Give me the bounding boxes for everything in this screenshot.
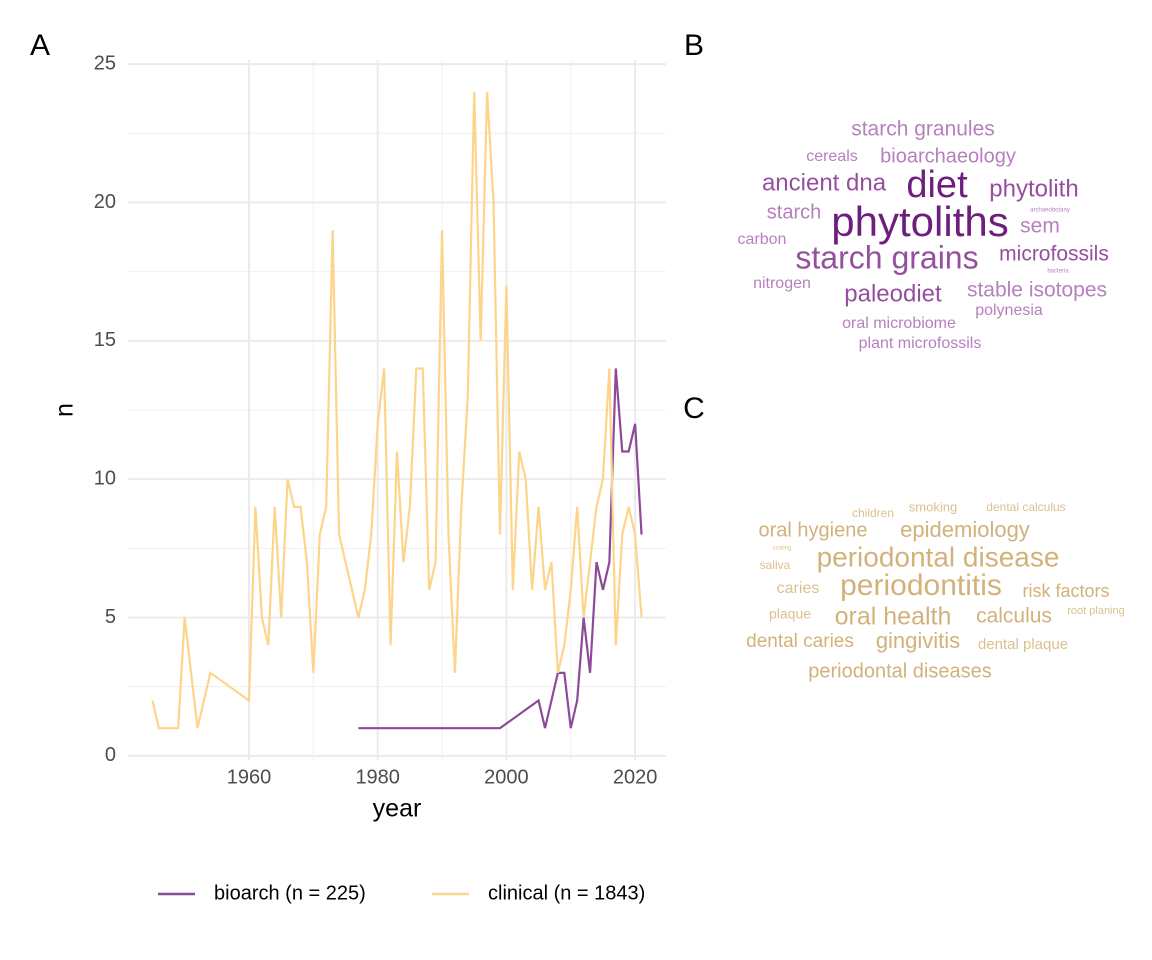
- word: paleodiet: [844, 280, 942, 307]
- word: periodontal diseases: [808, 660, 991, 682]
- word: scaling: [773, 546, 792, 552]
- word: children: [852, 506, 894, 520]
- panel-label: C: [683, 392, 705, 425]
- panel-label: A: [30, 29, 50, 62]
- x-tick-label: 2020: [613, 766, 658, 788]
- x-tick-label: 2000: [484, 766, 529, 788]
- word: saliva: [760, 558, 791, 572]
- word: gingivitis: [876, 628, 960, 653]
- y-axis-label: n: [51, 403, 79, 417]
- word: microfossils: [999, 243, 1109, 266]
- word: sem: [1020, 215, 1060, 238]
- legend-label: clinical (n = 1843): [488, 882, 645, 904]
- word: calculus: [976, 605, 1052, 628]
- y-tick-label: 20: [94, 191, 116, 213]
- word: diet: [906, 164, 968, 206]
- word: plant microfossils: [859, 335, 982, 352]
- word: bioarchaeology: [880, 145, 1016, 167]
- word: bacteria: [1047, 269, 1069, 275]
- word: dental calculus: [986, 500, 1065, 514]
- legend-label: bioarch (n = 225): [214, 882, 366, 904]
- series-line: [151, 91, 643, 730]
- word: risk factors: [1022, 581, 1109, 601]
- y-tick-label: 5: [105, 606, 116, 628]
- x-axis-label: year: [373, 795, 422, 823]
- word: phytolith: [989, 175, 1078, 202]
- word: phytoliths: [831, 198, 1008, 245]
- word: smoking: [909, 499, 957, 514]
- y-tick-label: 15: [94, 329, 116, 351]
- word: epidemiology: [900, 517, 1030, 542]
- word: periodontitis: [840, 569, 1002, 602]
- word: dental plaque: [978, 636, 1068, 653]
- word: oral hygiene: [759, 519, 868, 541]
- word: dental caries: [746, 631, 854, 652]
- word: stable isotopes: [967, 279, 1107, 302]
- word: carbon: [738, 231, 787, 248]
- word: polynesia: [975, 302, 1043, 319]
- word: starch: [767, 201, 821, 223]
- word: root planing: [1067, 605, 1125, 617]
- word: plaque: [769, 606, 811, 622]
- y-tick-label: 0: [105, 744, 116, 766]
- y-tick-label: 10: [94, 467, 116, 489]
- word: nitrogen: [753, 275, 811, 292]
- word: starch grains: [795, 239, 978, 275]
- word: periodontal disease: [817, 541, 1060, 572]
- x-tick-label: 1980: [355, 766, 400, 788]
- panel-label: B: [684, 29, 704, 62]
- word: oral microbiome: [842, 315, 956, 332]
- word: ancient dna: [762, 169, 887, 196]
- y-tick-label: 25: [94, 52, 116, 74]
- x-tick-label: 1960: [227, 766, 272, 788]
- word: starch granules: [851, 118, 995, 141]
- word: cereals: [806, 148, 858, 165]
- word: caries: [777, 580, 820, 597]
- word: archaeobotany: [1030, 208, 1070, 214]
- word: oral health: [835, 603, 952, 631]
